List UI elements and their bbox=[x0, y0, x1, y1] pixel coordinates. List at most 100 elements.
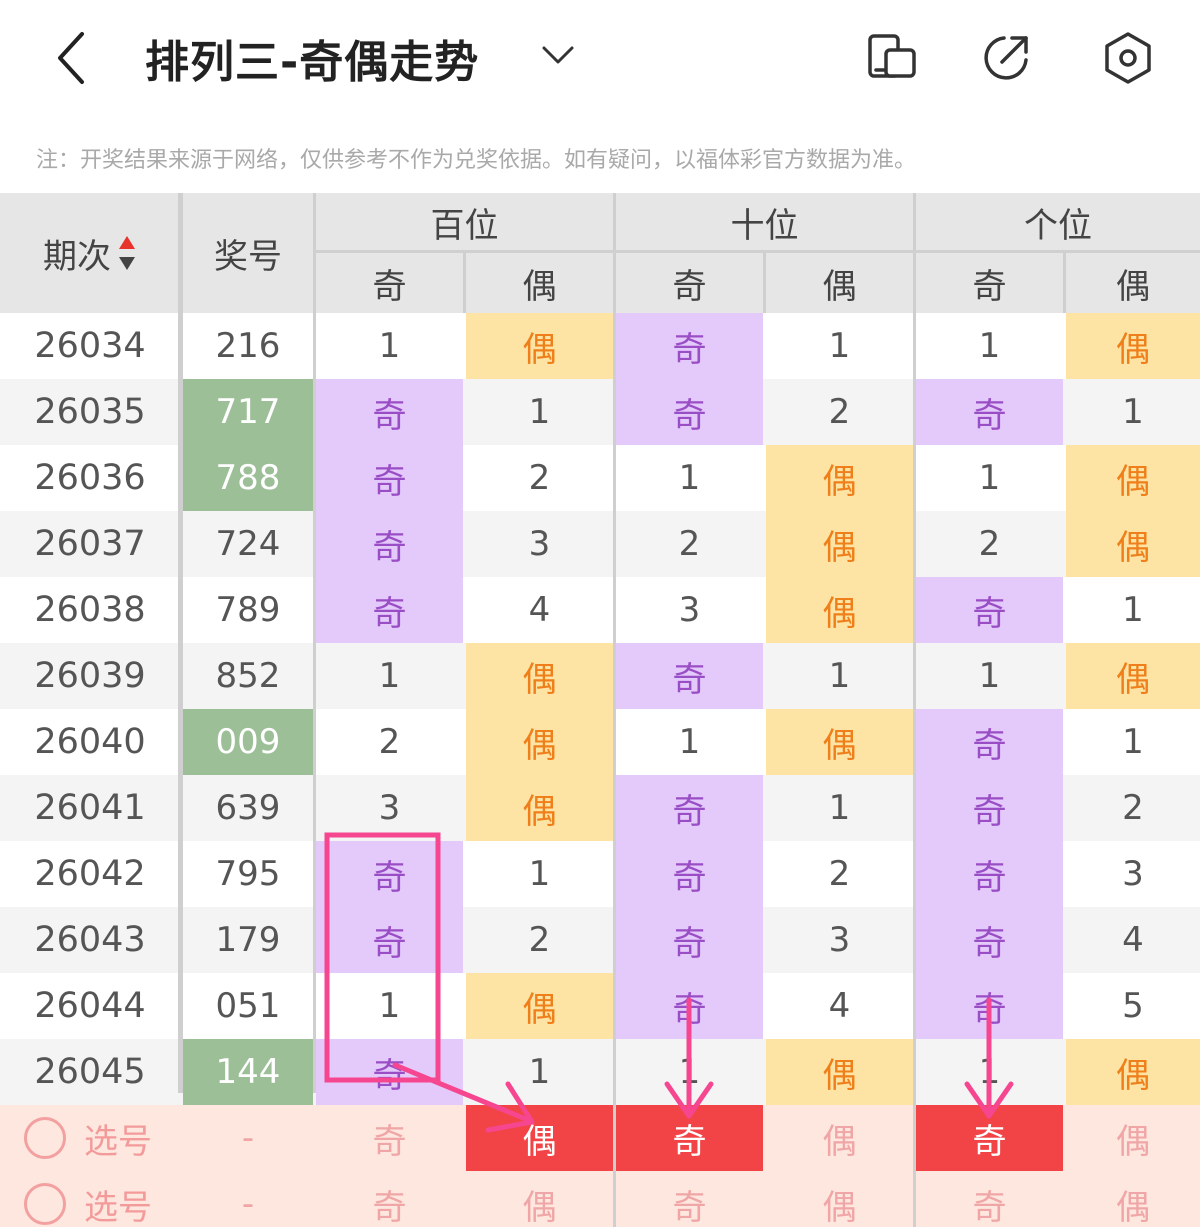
even-cell-units: 1 bbox=[1122, 590, 1144, 630]
settings-icon[interactable] bbox=[1100, 30, 1156, 86]
draw-number-cell: 788 bbox=[183, 445, 313, 511]
even-cell-tens: 3 bbox=[828, 920, 851, 960]
even-cell-units: 偶 bbox=[1066, 445, 1200, 511]
select-odd-button[interactable]: 奇 bbox=[372, 1187, 407, 1227]
disclaimer-note: 注：开奖结果来源于网络，仅供参考不作为兑奖依据。如有疑问，以福体彩官方数据为准。 bbox=[36, 148, 917, 173]
select-label[interactable]: 选号 bbox=[84, 1187, 152, 1227]
even-cell-tens: 偶 bbox=[766, 511, 913, 577]
column-issue[interactable]: 期次 bbox=[0, 193, 180, 313]
issue-cell: 26037 bbox=[34, 524, 146, 564]
even-cell-hundreds: 偶 bbox=[466, 775, 613, 841]
select-number-cell: - bbox=[241, 1184, 255, 1224]
select-even-button[interactable]: 偶 bbox=[822, 1187, 857, 1227]
odd-cell-units: 奇 bbox=[916, 775, 1063, 841]
draw-number-cell: 144 bbox=[183, 1039, 313, 1105]
chevron-left-icon[interactable] bbox=[52, 30, 92, 86]
chevron-down-icon[interactable] bbox=[538, 38, 578, 74]
odd-cell-units: 奇 bbox=[916, 841, 1063, 907]
odd-cell-units: 奇 bbox=[916, 577, 1063, 643]
issue-cell: 26040 bbox=[34, 722, 146, 762]
issue-cell: 26042 bbox=[34, 854, 146, 894]
device-switch-icon[interactable] bbox=[864, 30, 920, 86]
select-row: 选号 - 奇偶奇偶奇偶 bbox=[0, 1105, 1200, 1171]
draw-number-cell: 852 bbox=[215, 656, 281, 696]
table-header bbox=[0, 193, 1200, 313]
even-cell-units: 1 bbox=[1122, 392, 1144, 432]
even-cell-units: 1 bbox=[1122, 722, 1144, 762]
odd-cell-tens: 奇 bbox=[616, 643, 763, 709]
group-units: 个位 bbox=[1024, 205, 1092, 246]
page-title: 排列三-奇偶走势 bbox=[145, 37, 480, 88]
column-divider bbox=[763, 251, 766, 313]
even-cell-tens: 1 bbox=[828, 656, 851, 696]
issue-cell: 26036 bbox=[34, 458, 146, 498]
select-radio[interactable] bbox=[24, 1117, 66, 1159]
odd-cell-tens: 奇 bbox=[616, 841, 763, 907]
select-even-button[interactable]: 偶 bbox=[822, 1121, 857, 1162]
draw-number-cell: 009 bbox=[183, 709, 313, 775]
draw-number-cell: 179 bbox=[215, 920, 281, 960]
select-odd-button[interactable]: 奇 bbox=[372, 1121, 407, 1162]
even-cell-hundreds: 3 bbox=[528, 524, 551, 564]
odd-cell-tens: 1 bbox=[678, 458, 701, 498]
odd-cell-tens: 1 bbox=[678, 722, 701, 762]
column-divider bbox=[313, 193, 316, 1093]
odd-cell-hundreds: 奇 bbox=[316, 841, 463, 907]
draw-number-cell: 051 bbox=[215, 986, 281, 1026]
subheader-units-even: 偶 bbox=[1116, 266, 1150, 307]
even-cell-tens: 偶 bbox=[766, 577, 913, 643]
column-divider bbox=[178, 193, 183, 1093]
select-radio[interactable] bbox=[24, 1183, 66, 1225]
even-cell-hundreds: 2 bbox=[528, 920, 551, 960]
column-divider bbox=[463, 251, 466, 313]
odd-cell-tens: 2 bbox=[678, 524, 701, 564]
select-even-button[interactable]: 偶 bbox=[522, 1187, 557, 1227]
select-number-cell: - bbox=[241, 1118, 255, 1158]
column-issue-label: 期次 bbox=[43, 236, 111, 277]
select-odd-button[interactable]: 奇 bbox=[616, 1105, 763, 1171]
even-cell-hundreds: 1 bbox=[528, 854, 551, 894]
table-row: 26039 852 1 偶奇 1 1 偶 bbox=[0, 643, 1200, 709]
even-cell-tens: 1 bbox=[828, 326, 851, 366]
even-cell-hundreds: 1 bbox=[528, 392, 551, 432]
select-odd-button[interactable]: 奇 bbox=[672, 1187, 707, 1227]
odd-cell-units: 奇 bbox=[916, 709, 1063, 775]
even-cell-hundreds: 4 bbox=[528, 590, 551, 630]
odd-cell-hundreds: 奇 bbox=[316, 577, 463, 643]
select-odd-button[interactable]: 奇 bbox=[916, 1105, 1063, 1171]
draw-number-cell: 795 bbox=[215, 854, 281, 894]
even-cell-hundreds: 偶 bbox=[466, 709, 613, 775]
issue-cell: 26034 bbox=[34, 326, 146, 366]
even-cell-hundreds: 偶 bbox=[466, 313, 613, 379]
odd-cell-hundreds: 1 bbox=[378, 986, 401, 1026]
draw-number-cell: 717 bbox=[183, 379, 313, 445]
odd-cell-hundreds: 1 bbox=[378, 326, 401, 366]
table-row: 26040 009 2 偶 1 偶奇 1 bbox=[0, 709, 1200, 775]
header-divider bbox=[316, 250, 1200, 253]
table-row: 26037 724 奇 3 2 偶 2 偶 bbox=[0, 511, 1200, 577]
select-even-button[interactable]: 偶 bbox=[1116, 1121, 1150, 1162]
odd-cell-tens: 奇 bbox=[616, 907, 763, 973]
odd-cell-hundreds: 奇 bbox=[316, 379, 463, 445]
odd-cell-tens: 3 bbox=[678, 590, 701, 630]
even-cell-units: 3 bbox=[1122, 854, 1144, 894]
odd-cell-units: 1 bbox=[978, 458, 1001, 498]
select-odd-button[interactable]: 奇 bbox=[972, 1187, 1007, 1227]
group-tens: 十位 bbox=[730, 205, 799, 246]
table-row: 26038 789 奇 4 3 偶奇 1 bbox=[0, 577, 1200, 643]
select-label[interactable]: 选号 bbox=[84, 1121, 152, 1162]
select-even-button[interactable]: 偶 bbox=[1116, 1187, 1150, 1227]
even-cell-hundreds: 偶 bbox=[466, 973, 613, 1039]
select-even-button[interactable]: 偶 bbox=[466, 1105, 613, 1171]
odd-cell-units: 2 bbox=[978, 524, 1001, 564]
odd-cell-tens: 奇 bbox=[616, 775, 763, 841]
trend-table: 期次 奖号 百位 十位 个位 奇偶奇偶奇偶 26034 216 1 偶奇 1 1 偶 2603… bbox=[0, 193, 1200, 1227]
share-icon[interactable] bbox=[978, 30, 1034, 86]
column-divider bbox=[613, 193, 616, 1227]
column-divider bbox=[913, 193, 916, 1227]
sort-icon[interactable] bbox=[117, 234, 137, 272]
draw-number-cell: 724 bbox=[215, 524, 281, 564]
even-cell-units: 偶 bbox=[1066, 643, 1200, 709]
column-number: 奖号 bbox=[214, 236, 282, 277]
subheader-hundreds-even: 偶 bbox=[522, 266, 557, 307]
